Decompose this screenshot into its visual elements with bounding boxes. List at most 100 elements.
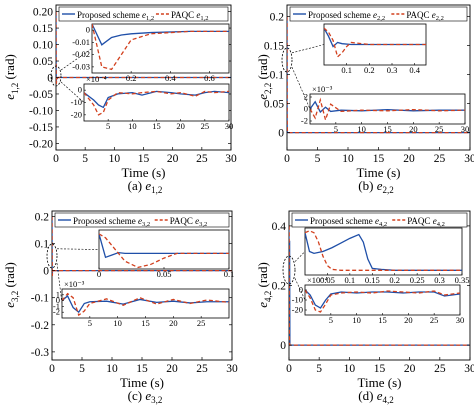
x-tick-label: 20 bbox=[404, 363, 416, 375]
inset-exponent-label: ×10⁻⁴ bbox=[307, 275, 328, 285]
zoom-ellipse bbox=[46, 243, 58, 269]
inset-y-tick-label: 0 bbox=[78, 85, 82, 95]
inset-x-tick-label: 0.3 bbox=[387, 65, 398, 75]
inset-y-tick-label: -10 bbox=[292, 295, 303, 305]
y-tick-label: 0.15 bbox=[33, 23, 53, 35]
inset-paqc-line bbox=[324, 27, 426, 58]
inset-y-tick-label: -2 bbox=[301, 116, 308, 126]
inset-x-tick-label: 10 bbox=[352, 315, 361, 325]
x-tick-label: 0 bbox=[49, 363, 55, 375]
inset-proposed-line bbox=[92, 24, 229, 46]
inset-paqc-line bbox=[305, 289, 460, 313]
zoom-pointer bbox=[60, 48, 93, 71]
inset-y-tick-label: 0 bbox=[304, 104, 308, 114]
y-tick-label: 0.2 bbox=[35, 211, 50, 223]
inset-x-tick-label: 0.6 bbox=[204, 73, 215, 83]
inset-x-tick-label: 15 bbox=[378, 315, 387, 325]
y-axis-label: e2,2 (rad) bbox=[255, 54, 273, 100]
x-tick-label: 5 bbox=[315, 153, 321, 165]
legend-paqc-label: PAQC e2,2 bbox=[406, 10, 444, 22]
x-tick-label: 0 bbox=[53, 153, 59, 165]
inset-x-tick-label: 15 bbox=[152, 121, 161, 131]
x-tick-label: 15 bbox=[373, 153, 385, 165]
paqc-line bbox=[56, 11, 231, 85]
y-tick-label: -0.10 bbox=[29, 105, 53, 117]
inset-x-tick-label: 30 bbox=[225, 121, 234, 131]
inset-x-tick-label: 25 bbox=[430, 315, 439, 325]
x-tick-label: 15 bbox=[136, 363, 148, 375]
x-tick-label: 5 bbox=[82, 153, 88, 165]
inset-y-tick-label: -0.03 bbox=[72, 61, 90, 71]
legend-box bbox=[58, 6, 229, 22]
legend-paqc-label: PAQC e3,2 bbox=[170, 216, 208, 228]
inset-exponent-label: ×10⁻³ bbox=[64, 279, 85, 289]
paqc-line bbox=[52, 216, 232, 277]
x-axis-label: Time (s) bbox=[357, 165, 401, 180]
inset-exponent-label: ×10⁻³ bbox=[312, 84, 333, 94]
y-tick-label: -0.2 bbox=[31, 320, 49, 332]
y-tick-label: -0.05 bbox=[29, 89, 53, 101]
y-tick-label: -0.1 bbox=[31, 293, 49, 305]
inset-paqc-line bbox=[99, 233, 229, 269]
legend-proposed-label: Proposed scheme e4,2 bbox=[310, 216, 387, 228]
y-tick-label: 0 bbox=[280, 340, 286, 352]
y-tick-label: 0.2 bbox=[272, 281, 287, 293]
inset-x-tick-label: 0.15 bbox=[365, 275, 380, 285]
inset-x-tick-label: 0 bbox=[97, 269, 101, 279]
inset-y-tick-label: 2 bbox=[304, 92, 308, 102]
inset-x-tick-label: 25 bbox=[435, 124, 444, 134]
legend-box bbox=[54, 212, 230, 228]
x-tick-label: 20 bbox=[166, 363, 178, 375]
x-axis-label: Time (s) bbox=[122, 165, 166, 180]
zoom-pointer bbox=[291, 67, 311, 110]
inset-y-tick-label: 1 bbox=[56, 289, 60, 299]
legend-proposed-label: Proposed scheme e2,2 bbox=[308, 10, 385, 22]
y-axis-label: e1,2 (rad) bbox=[2, 54, 20, 100]
inset-x-tick-label: 20 bbox=[409, 124, 418, 134]
y-tick-label: 0.10 bbox=[33, 40, 53, 52]
inset-paqc-line bbox=[310, 97, 465, 123]
y-tick-label: 0.15 bbox=[264, 41, 284, 53]
legend-box bbox=[291, 212, 468, 228]
inset-x-tick-label: 30 bbox=[461, 124, 470, 134]
inset-x-tick-label: 25 bbox=[201, 121, 210, 131]
inset-x-tick-label: 30 bbox=[456, 315, 465, 325]
x-tick-label: 5 bbox=[79, 363, 85, 375]
inset-x-tick-label: 20 bbox=[169, 318, 178, 328]
x-tick-label: 15 bbox=[138, 153, 150, 165]
x-tick-label: 25 bbox=[196, 363, 208, 375]
x-tick-label: 30 bbox=[226, 363, 238, 375]
inset-x-tick-label: 0.2 bbox=[364, 65, 375, 75]
inset-x-tick-label: 5 bbox=[88, 318, 92, 328]
inset-x-tick-label: 0.1 bbox=[341, 65, 352, 75]
y-tick-label: 0.1 bbox=[270, 70, 285, 82]
inset-paqc-line bbox=[84, 90, 229, 116]
inset-frame bbox=[304, 284, 461, 316]
inset-y-tick-label: -20 bbox=[71, 109, 82, 119]
inset-y-tick-label: -2 bbox=[53, 307, 60, 317]
x-tick-label: 20 bbox=[403, 153, 415, 165]
y-tick-label: 0 bbox=[43, 266, 49, 278]
inset-x-tick-label: 20 bbox=[404, 315, 413, 325]
inset-x-tick-label: 0.4 bbox=[409, 65, 420, 75]
inset-paqc-line bbox=[62, 292, 229, 317]
inset-frame bbox=[98, 229, 230, 270]
y-tick-label: -0.20 bbox=[29, 138, 53, 150]
y-tick-label: 0 bbox=[47, 73, 53, 85]
inset-y-tick-label: 0 bbox=[56, 295, 60, 305]
inset-x-tick-label: 0.4 bbox=[165, 73, 176, 83]
zoom-ellipse bbox=[282, 255, 296, 285]
panel-caption: (a) e1,2 bbox=[128, 178, 163, 195]
inset-y-tick-label: -20 bbox=[292, 305, 303, 315]
inset-x-tick-label: 0.2 bbox=[389, 275, 400, 285]
y-tick-label: 0.1 bbox=[35, 239, 50, 251]
legend-box bbox=[289, 6, 468, 22]
inset-x-tick-label: 0.05 bbox=[320, 275, 335, 285]
inset-proposed-line bbox=[305, 232, 462, 271]
x-tick-label: 10 bbox=[344, 363, 356, 375]
zoom-ellipse bbox=[50, 65, 62, 87]
y-tick-label: 0.20 bbox=[33, 7, 53, 19]
x-tick-label: 10 bbox=[342, 153, 354, 165]
y-tick-label: 0.4 bbox=[272, 221, 287, 233]
